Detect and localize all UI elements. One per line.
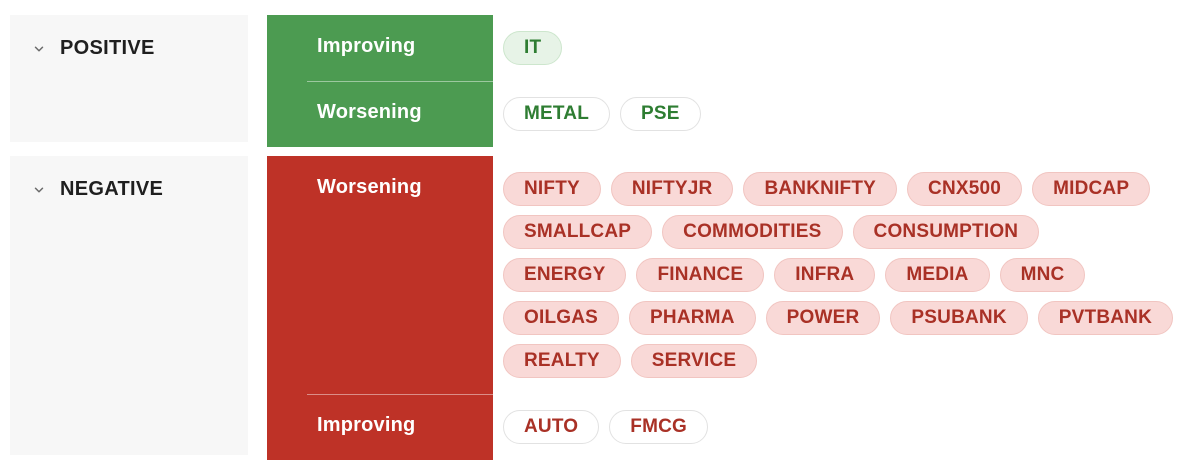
chevron-down-icon[interactable] — [32, 42, 46, 56]
pill-line: OILGAS PHARMA POWER PSUBANK PVTBANK — [503, 301, 1174, 335]
trend-row-label-cell: Improving — [267, 394, 493, 460]
trend-row-label-cell: Worsening — [267, 156, 493, 394]
section-header-negative[interactable]: NEGATIVE — [10, 156, 248, 201]
trend-row-worsening: Worsening METAL PSE — [267, 81, 1190, 147]
pill-it[interactable]: IT — [503, 31, 563, 65]
pill-midcap[interactable]: MIDCAP — [1032, 172, 1151, 206]
pill-line: IT — [503, 31, 563, 65]
pill-commodities[interactable]: COMMODITIES — [662, 215, 843, 249]
pill-niftyjr[interactable]: NIFTYJR — [610, 172, 734, 206]
pill-pvtbank[interactable]: PVTBANK — [1037, 301, 1174, 335]
pill-service[interactable]: SERVICE — [630, 344, 758, 378]
trend-row-label-cell: Worsening — [267, 81, 493, 147]
trend-row-improving: Improving AUTO FMCG — [267, 394, 1190, 460]
pill-consumption[interactable]: CONSUMPTION — [852, 215, 1040, 249]
pill-media[interactable]: MEDIA — [885, 258, 990, 292]
market-trend-panel: POSITIVE Improving IT Worsening METAL PSE NEGA… — [10, 15, 1190, 460]
pill-pse[interactable]: PSE — [620, 97, 701, 131]
pill-line: SMALLCAP COMMODITIES CONSUMPTION — [503, 215, 1040, 249]
chevron-down-icon[interactable] — [32, 183, 46, 197]
pill-infra[interactable]: INFRA — [774, 258, 876, 292]
section-title: POSITIVE — [60, 37, 155, 59]
trend-row-label: Worsening — [317, 101, 422, 123]
section-panel-negative: NEGATIVE — [10, 156, 248, 455]
pill-line: NIFTY NIFTYJR BANKNIFTY CNX500 MIDCAP — [503, 172, 1151, 206]
pill-line: ENERGY FINANCE INFRA MEDIA MNC — [503, 258, 1086, 292]
pill-fmcg[interactable]: FMCG — [609, 410, 709, 444]
trend-row-label: Improving — [317, 414, 416, 436]
section-positive: POSITIVE Improving IT Worsening METAL PSE — [10, 15, 1190, 147]
pill-area: IT — [503, 15, 1190, 81]
pill-smallcap[interactable]: SMALLCAP — [503, 215, 653, 249]
pill-pharma[interactable]: PHARMA — [629, 301, 756, 335]
pill-line: METAL PSE — [503, 97, 701, 131]
pill-oilgas[interactable]: OILGAS — [503, 301, 620, 335]
section-rows: Worsening NIFTY NIFTYJR BANKNIFTY CNX500 MIDC… — [267, 156, 1190, 460]
pill-area: AUTO FMCG — [503, 394, 1190, 460]
pill-energy[interactable]: ENERGY — [503, 258, 627, 292]
pill-psubank[interactable]: PSUBANK — [890, 301, 1028, 335]
pill-realty[interactable]: REALTY — [503, 344, 621, 378]
pill-mnc[interactable]: MNC — [999, 258, 1086, 292]
pill-line: REALTY SERVICE — [503, 344, 758, 378]
pill-line: AUTO FMCG — [503, 410, 709, 444]
section-panel-positive: POSITIVE — [10, 15, 248, 142]
pill-auto[interactable]: AUTO — [503, 410, 600, 444]
trend-row-label: Improving — [317, 35, 416, 57]
trend-row-label-cell: Improving — [267, 15, 493, 81]
pill-finance[interactable]: FINANCE — [636, 258, 765, 292]
pill-metal[interactable]: METAL — [503, 97, 611, 131]
pill-power[interactable]: POWER — [765, 301, 881, 335]
pill-nifty[interactable]: NIFTY — [503, 172, 601, 206]
section-rows: Improving IT Worsening METAL PSE — [267, 15, 1190, 147]
section-header-positive[interactable]: POSITIVE — [10, 15, 248, 60]
trend-row-improving: Improving IT — [267, 15, 1190, 81]
section-negative: NEGATIVE Worsening NIFTY NIFTYJR BANKNIFTY CN… — [10, 156, 1190, 460]
pill-area: METAL PSE — [503, 81, 1190, 147]
pill-cnx500[interactable]: CNX500 — [907, 172, 1023, 206]
trend-row-label: Worsening — [317, 176, 422, 198]
section-title: NEGATIVE — [60, 178, 164, 200]
trend-row-worsening: Worsening NIFTY NIFTYJR BANKNIFTY CNX500 MIDC… — [267, 156, 1190, 394]
pill-banknifty[interactable]: BANKNIFTY — [743, 172, 898, 206]
pill-area: NIFTY NIFTYJR BANKNIFTY CNX500 MIDCAP SMALLCA… — [503, 156, 1190, 394]
